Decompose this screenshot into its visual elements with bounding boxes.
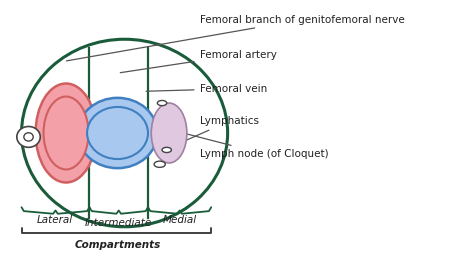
Ellipse shape xyxy=(78,98,157,168)
Text: Femoral branch of genitofemoral nerve: Femoral branch of genitofemoral nerve xyxy=(66,15,404,61)
Text: Compartments: Compartments xyxy=(74,240,161,250)
Ellipse shape xyxy=(151,103,187,163)
Ellipse shape xyxy=(157,101,167,106)
Ellipse shape xyxy=(21,39,228,227)
Text: Femoral vein: Femoral vein xyxy=(146,84,267,94)
Text: Lymph node (of Cloquet): Lymph node (of Cloquet) xyxy=(186,134,328,159)
Ellipse shape xyxy=(154,161,165,167)
Ellipse shape xyxy=(24,133,33,141)
Ellipse shape xyxy=(44,97,89,169)
Text: Intermediate: Intermediate xyxy=(85,218,152,228)
Ellipse shape xyxy=(87,107,148,159)
Text: Medial: Medial xyxy=(163,215,197,225)
Ellipse shape xyxy=(36,84,97,182)
Text: Femoral artery: Femoral artery xyxy=(120,50,276,73)
Text: Lateral: Lateral xyxy=(37,215,73,225)
Text: Lymphatics: Lymphatics xyxy=(167,116,258,149)
Ellipse shape xyxy=(17,127,40,147)
Ellipse shape xyxy=(162,147,172,152)
